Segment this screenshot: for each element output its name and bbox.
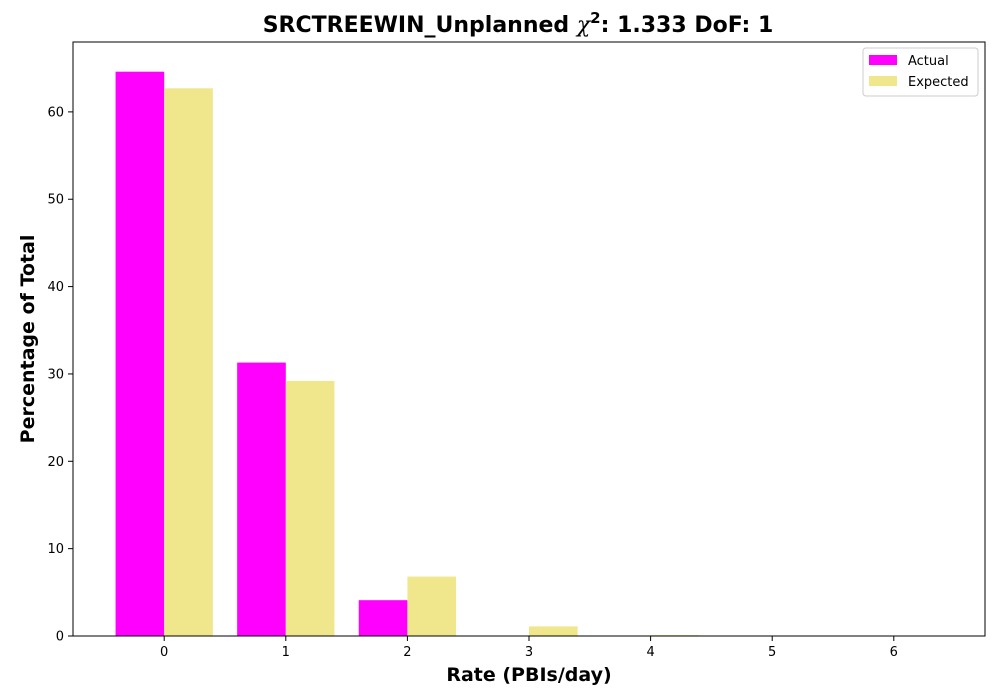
legend-label-expected: Expected bbox=[908, 75, 969, 90]
y-ticks-group: 0 10 20 30 40 50 60 bbox=[47, 105, 73, 645]
chart-title-prefix: SRCTREEWIN_Unplanned bbox=[263, 13, 577, 38]
legend-swatch-actual bbox=[869, 55, 897, 65]
legend-label-actual: Actual bbox=[908, 54, 949, 69]
y-tick-label: 20 bbox=[47, 455, 64, 470]
chart-title-chi: χ bbox=[575, 13, 592, 38]
bar-expected-2 bbox=[407, 576, 457, 636]
x-tick-label: 6 bbox=[890, 645, 898, 660]
bar-actual-2 bbox=[358, 600, 408, 636]
y-tick-label: 0 bbox=[56, 630, 64, 645]
y-tick-label: 50 bbox=[47, 193, 64, 208]
x-tick-label: 2 bbox=[403, 645, 411, 660]
x-tick-label: 3 bbox=[525, 645, 533, 660]
bar-actual-0 bbox=[115, 71, 165, 636]
chart-title: SRCTREEWIN_Unplanned χ2: 1.333 DoF: 1 bbox=[263, 9, 774, 38]
bar-expected-0 bbox=[164, 88, 213, 637]
x-axis-label: Rate (PBIs/day) bbox=[446, 664, 611, 686]
x-tick-label: 0 bbox=[160, 645, 168, 660]
x-ticks-group: 0 1 2 3 4 5 6 bbox=[160, 636, 898, 660]
legend-swatch-expected bbox=[869, 76, 897, 86]
bar-actual-1 bbox=[237, 362, 286, 636]
bar-expected-1 bbox=[285, 380, 335, 636]
y-tick-label: 10 bbox=[47, 542, 64, 557]
plot-area-frame bbox=[72, 41, 986, 637]
y-tick-label: 30 bbox=[47, 367, 64, 382]
y-axis-label: Percentage of Total bbox=[17, 235, 39, 444]
chart-title-exponent: 2 bbox=[590, 9, 600, 27]
legend: Actual Expected bbox=[862, 47, 979, 97]
x-tick-label: 5 bbox=[768, 645, 776, 660]
y-tick-label: 60 bbox=[47, 105, 64, 120]
y-tick-label: 40 bbox=[47, 280, 64, 295]
chart-title-suffix: : 1.333 DoF: 1 bbox=[601, 13, 774, 38]
bars-group bbox=[115, 71, 700, 637]
x-tick-label: 1 bbox=[282, 645, 290, 660]
bar-expected-3 bbox=[529, 626, 578, 636]
x-tick-label: 4 bbox=[646, 645, 654, 660]
